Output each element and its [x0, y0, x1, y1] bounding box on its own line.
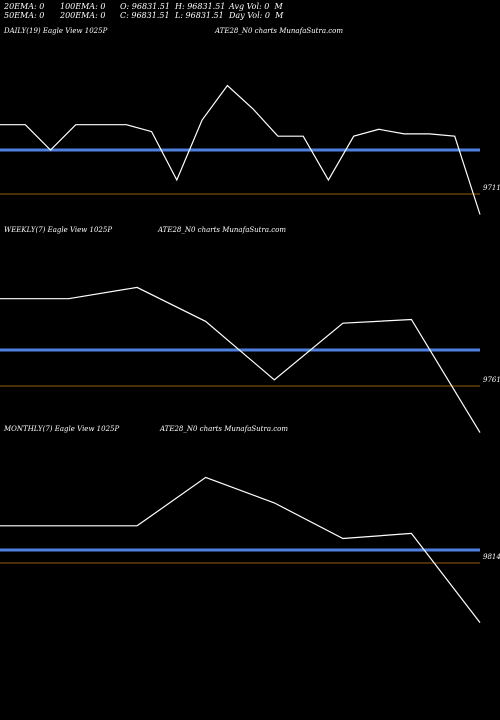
avg-vol-value: Avg Vol: 0 M: [229, 2, 283, 11]
ema200-value: 200EMA: 0: [60, 11, 106, 20]
open-value: O: 96831.51: [120, 2, 170, 11]
chart-title: MONTHLY(7) Eagle View 1025P: [3, 425, 119, 433]
level-label: 9814: [483, 553, 500, 561]
high-value: H: 96831.51: [175, 2, 226, 11]
price-series-line: [0, 84, 481, 215]
chart-title: DAILY(19) Eagle View 1025P: [3, 27, 108, 35]
chart-source: ATE28_N0 charts MunafaSutra.com: [214, 27, 343, 35]
level-label: 9711: [483, 184, 500, 192]
ema50-value: 50EMA: 0: [4, 11, 45, 20]
price-series-line: [0, 476, 481, 623]
indicator-header: 20EMA: 0 100EMA: 0 O: 96831.51 H: 96831.…: [4, 2, 494, 22]
chart-source: ATE28_N0 charts MunafaSutra.com: [157, 226, 286, 234]
close-value: C: 96831.51: [120, 11, 170, 20]
level-label: 9761: [483, 376, 500, 384]
ema100-value: 100EMA: 0: [60, 2, 106, 11]
chart-source: ATE28_N0 charts MunafaSutra.com: [159, 425, 288, 433]
low-value: L: 96831.51: [175, 11, 224, 20]
day-vol-value: Day Vol: 0 M: [229, 11, 284, 20]
price-series-line: [0, 286, 481, 433]
ema20-value: 20EMA: 0: [4, 2, 45, 11]
chart-title: WEEKLY(7) Eagle View 1025P: [4, 226, 112, 234]
